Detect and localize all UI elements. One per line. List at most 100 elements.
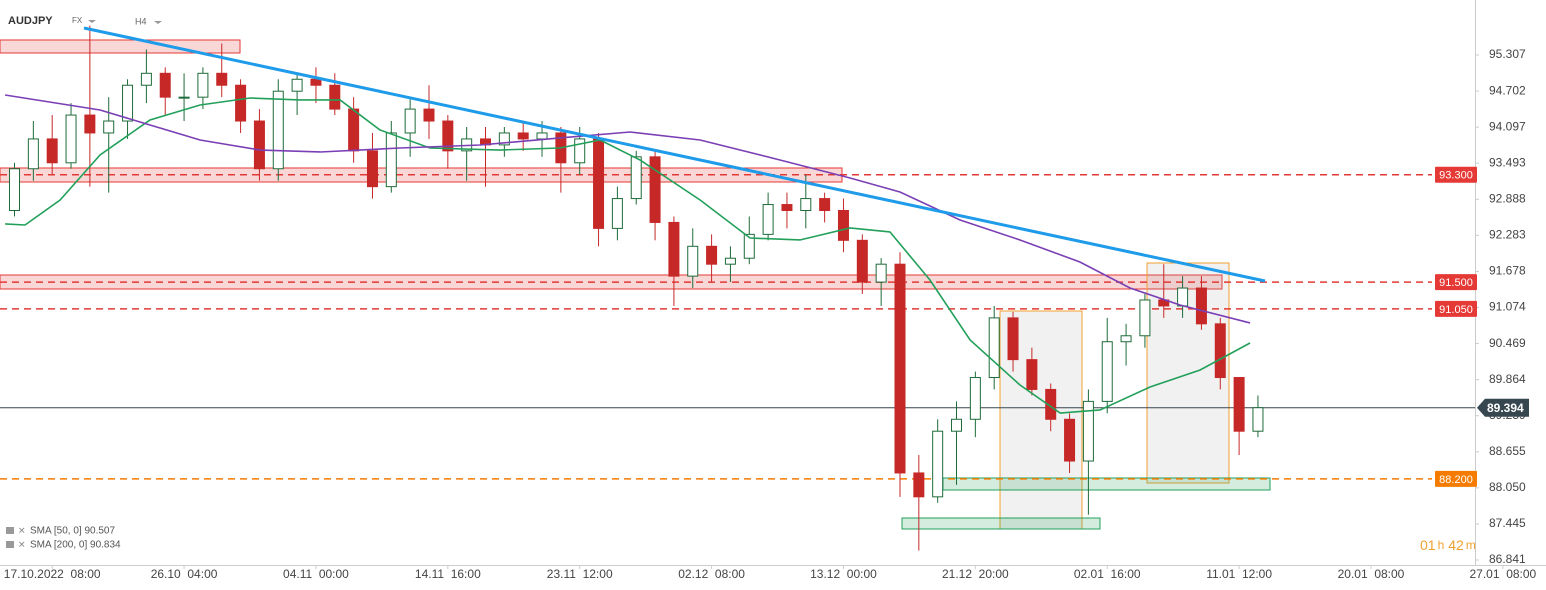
candle-body — [819, 198, 831, 212]
candle-body — [385, 132, 397, 188]
candle-body — [404, 108, 416, 134]
timeframe[interactable]: H4 — [135, 16, 147, 26]
x-tick-label: 26.10 04:00 — [151, 567, 218, 581]
candle-body — [348, 108, 360, 152]
candle-body — [517, 132, 529, 140]
candle-body — [103, 120, 115, 134]
level-label-box — [1435, 300, 1477, 317]
candle-body — [574, 138, 586, 164]
legend-icon — [6, 541, 14, 548]
market[interactable]: FX — [72, 16, 83, 25]
candle-body — [856, 239, 868, 283]
y-tick-label: 89.864 — [1489, 372, 1526, 386]
x-tick-label: 27.01 08:00 — [1470, 567, 1537, 581]
level-label: 88.200 — [1439, 474, 1473, 486]
x-tick-label: 02.01 16:00 — [1074, 567, 1141, 581]
candle-body — [1007, 317, 1019, 361]
candle-body — [932, 430, 944, 498]
candle-body — [1082, 400, 1094, 462]
x-tick-label: 17.10.2022 08:00 — [4, 567, 101, 581]
y-tick-label: 86.841 — [1489, 552, 1526, 566]
y-tick-label: 88.050 — [1489, 480, 1526, 494]
candle-body — [498, 132, 510, 146]
candle-body — [724, 257, 736, 265]
y-tick-label: 92.283 — [1489, 228, 1526, 242]
candle-body — [611, 198, 623, 229]
candle-body — [46, 138, 58, 164]
x-tick-label: 23.11 12:00 — [547, 567, 613, 581]
candle-body — [442, 120, 454, 152]
legend-label: SMA [50, 0] 90.507 — [30, 526, 115, 537]
support-zone — [901, 517, 1101, 530]
candle-body — [84, 114, 96, 134]
y-tick-label: 87.445 — [1489, 516, 1526, 530]
legend-remove: ✕ — [18, 539, 26, 549]
x-tick-label: 02.12 08:00 — [678, 567, 745, 581]
candle-body — [951, 418, 963, 432]
candle-body — [743, 233, 755, 259]
candle-body — [366, 150, 378, 188]
candle-body — [159, 72, 171, 98]
sma-line — [4, 94, 1251, 324]
y-tick-label: 93.493 — [1489, 155, 1526, 169]
candle-body — [1139, 299, 1151, 337]
candle-body — [593, 138, 605, 229]
level-label: 93.300 — [1439, 170, 1473, 182]
candle-body — [762, 204, 774, 235]
y-tick-label: 88.655 — [1489, 444, 1526, 458]
x-tick-label: 13.12 00:00 — [810, 567, 877, 581]
last-price-label: 89.394 — [1487, 401, 1524, 415]
candle-body — [1233, 377, 1245, 432]
countdown-minutes: 42 — [1448, 537, 1464, 553]
candle-body — [649, 156, 661, 223]
countdown: 01 h 42 m — [1420, 537, 1476, 553]
candle-body — [310, 78, 322, 86]
legend-label: SMA [200, 0] 90.834 — [30, 540, 121, 551]
countdown-unit: h — [1438, 538, 1445, 552]
candle-body — [423, 108, 435, 122]
candle-body — [122, 84, 134, 122]
moving-averages — [4, 94, 1251, 414]
level-label-box — [1435, 274, 1477, 291]
candle-body — [913, 472, 925, 498]
candle-body — [216, 72, 228, 86]
candle-body — [800, 198, 812, 212]
resistance-zone — [0, 274, 1223, 290]
candle-body — [630, 156, 642, 200]
candle-body — [894, 263, 906, 474]
y-tick-label: 95.307 — [1489, 47, 1526, 61]
candle-body — [1120, 335, 1132, 343]
support-zone — [942, 477, 1271, 491]
legend-remove: ✕ — [18, 525, 26, 535]
candle-body — [178, 96, 190, 99]
candle-body — [329, 84, 341, 110]
candle-body — [9, 168, 21, 212]
candle-body — [668, 221, 680, 277]
candle-body — [706, 245, 718, 265]
dropdown-icon[interactable] — [88, 20, 96, 23]
level-label: 91.500 — [1439, 277, 1473, 289]
candle-body — [253, 120, 265, 170]
y-tick-label: 92.888 — [1489, 191, 1526, 205]
countdown-hours: 01 — [1420, 537, 1436, 553]
candle-body — [1214, 323, 1226, 379]
symbol: AUDJPY — [8, 15, 53, 27]
candle-body — [65, 114, 77, 164]
candle-body — [1177, 287, 1189, 307]
dropdown-icon[interactable] — [154, 21, 162, 24]
resistance-zone — [0, 39, 241, 54]
candle-body — [140, 72, 152, 86]
candle-body — [1045, 388, 1057, 420]
x-tick-label: 20.01 08:00 — [1338, 567, 1405, 581]
candle-body — [781, 204, 793, 212]
level-label-box — [1435, 166, 1477, 183]
y-tick-label: 94.097 — [1489, 119, 1526, 133]
y-tick-label: 94.702 — [1489, 83, 1526, 97]
countdown-unit: m — [1466, 538, 1476, 552]
x-tick-label: 14.11 16:00 — [415, 567, 481, 581]
x-tick-label: 04.11 00:00 — [283, 567, 349, 581]
candle-body — [875, 263, 887, 283]
y-tick-label: 90.469 — [1489, 336, 1526, 350]
